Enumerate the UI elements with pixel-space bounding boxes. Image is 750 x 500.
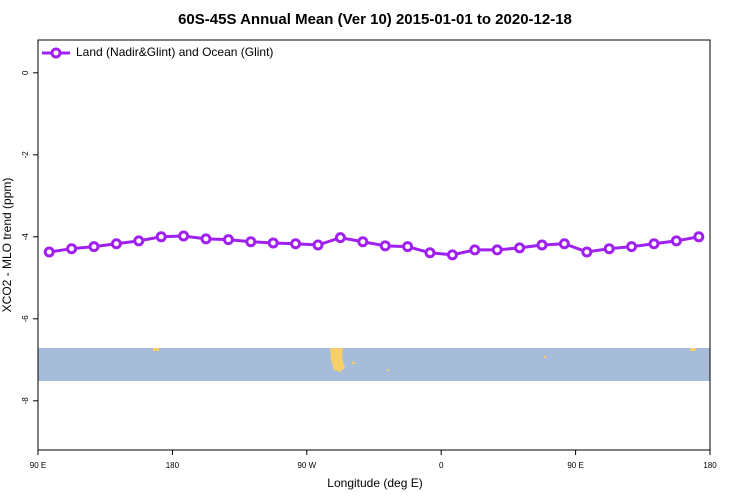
data-point xyxy=(536,239,548,251)
series-line xyxy=(48,234,700,257)
legend: Land (Nadir&Glint) and Ocean (Glint) xyxy=(42,45,273,59)
data-point xyxy=(43,246,55,258)
data-point xyxy=(334,232,346,244)
x-tick-label: 90 W xyxy=(297,461,316,470)
data-point xyxy=(402,241,414,253)
data-point xyxy=(446,249,458,261)
y-tick-label: -2 xyxy=(21,151,30,159)
data-point xyxy=(514,242,526,254)
data-point xyxy=(200,233,212,245)
data-point xyxy=(290,238,302,250)
y-tick-label: -8 xyxy=(21,397,30,405)
data-point xyxy=(267,237,279,249)
x-axis-label: Longitude (deg E) xyxy=(327,476,422,490)
data-point xyxy=(670,235,682,247)
data-point xyxy=(603,243,615,255)
data-point xyxy=(155,231,167,243)
x-tick-label: 90 E xyxy=(30,461,46,470)
x-tick-label: 180 xyxy=(166,461,180,470)
data-point xyxy=(110,238,122,250)
chart-title: 60S-45S Annual Mean (Ver 10) 2015-01-01 … xyxy=(178,11,572,28)
data-point xyxy=(357,236,369,248)
map-strip xyxy=(38,348,710,381)
data-point xyxy=(312,239,324,251)
legend-label: Land (Nadir&Glint) and Ocean (Glint) xyxy=(76,45,273,59)
legend-marker xyxy=(50,47,62,59)
y-tick-label: -6 xyxy=(21,315,30,323)
data-point xyxy=(88,241,100,253)
data-point xyxy=(133,235,145,247)
y-tick-label: 0 xyxy=(21,70,30,75)
x-tick-label: 0 xyxy=(439,461,444,470)
data-point xyxy=(178,230,190,242)
data-point xyxy=(66,243,78,255)
data-point xyxy=(491,244,503,256)
plot-frame xyxy=(37,39,711,451)
data-point xyxy=(558,238,570,250)
data-point xyxy=(245,236,257,248)
data-point xyxy=(693,231,705,243)
data-point xyxy=(222,234,234,246)
y-axis-label: XCO2 - MLO trend (ppm) xyxy=(0,178,14,313)
data-point xyxy=(379,240,391,252)
data-point xyxy=(648,238,660,250)
x-tick-label: 90 E xyxy=(567,461,583,470)
data-point xyxy=(626,241,638,253)
data-point xyxy=(581,246,593,258)
data-point xyxy=(424,247,436,259)
y-tick-label: -4 xyxy=(21,233,30,241)
x-tick-label: 180 xyxy=(703,461,717,470)
data-point xyxy=(469,244,481,256)
